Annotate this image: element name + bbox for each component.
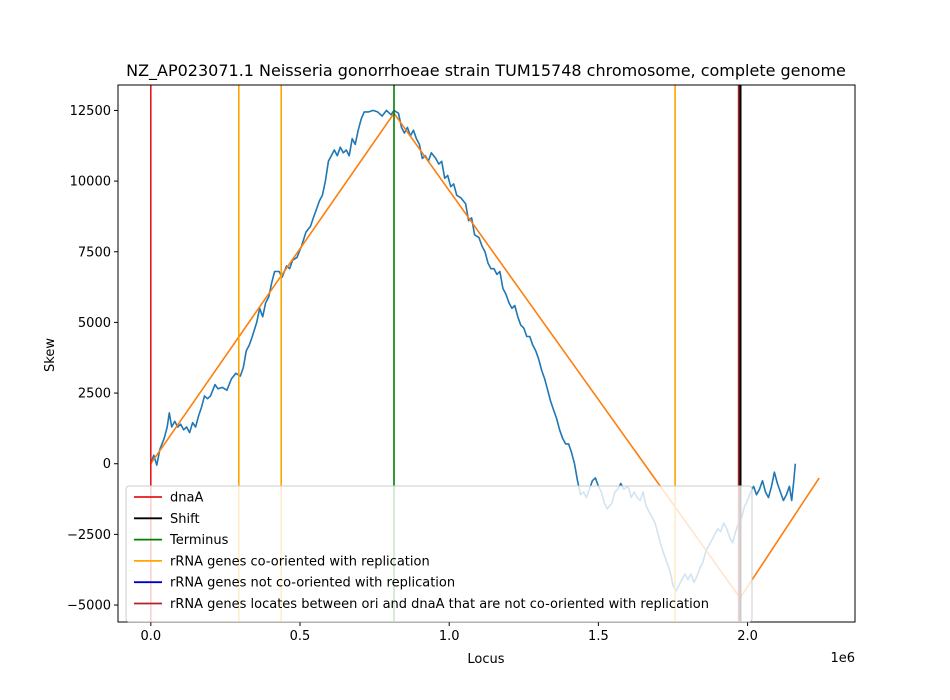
y-tick-label: 7500 xyxy=(78,245,111,260)
y-tick-label: −2500 xyxy=(67,528,111,543)
y-tick-label: 2500 xyxy=(78,387,111,402)
x-axis-label: Locus xyxy=(467,652,504,667)
legend-label-terminus: Terminus xyxy=(169,533,229,548)
series-line-fit xyxy=(150,112,820,599)
y-tick-label: 5000 xyxy=(78,316,111,331)
legend: dnaA Shift Terminus rRNA genes co-oriented … xyxy=(125,485,753,623)
y-tick-label: 0 xyxy=(103,457,111,472)
x-tick-label: 1.0 xyxy=(439,629,460,644)
legend-box xyxy=(125,485,753,623)
x-tick-label: 2.0 xyxy=(737,629,758,644)
y-tick-label: 10000 xyxy=(70,175,111,190)
legend-label-dnaA: dnaA xyxy=(170,491,203,506)
x-tick-label: 0.5 xyxy=(290,629,311,644)
x-tick-label: 0.0 xyxy=(140,629,161,644)
x-tick-label: 1.5 xyxy=(588,629,609,644)
legend-label-rrna_co: rRNA genes co-oriented with replication xyxy=(170,554,430,569)
y-tick-label: −5000 xyxy=(67,599,111,614)
legend-label-rrna_between: rRNA genes locates between ori and dnaA … xyxy=(170,597,709,612)
y-axis-label: Skew xyxy=(43,338,58,372)
y-tick-label: 12500 xyxy=(70,104,111,119)
chart-title: NZ_AP023071.1 Neisseria gonorrhoeae stra… xyxy=(126,61,846,81)
legend-label-shift: Shift xyxy=(170,512,200,527)
legend-label-rrna_not_co: rRNA genes not co-oriented with replicat… xyxy=(170,576,455,591)
x-axis-offset-label: 1e6 xyxy=(830,651,855,666)
